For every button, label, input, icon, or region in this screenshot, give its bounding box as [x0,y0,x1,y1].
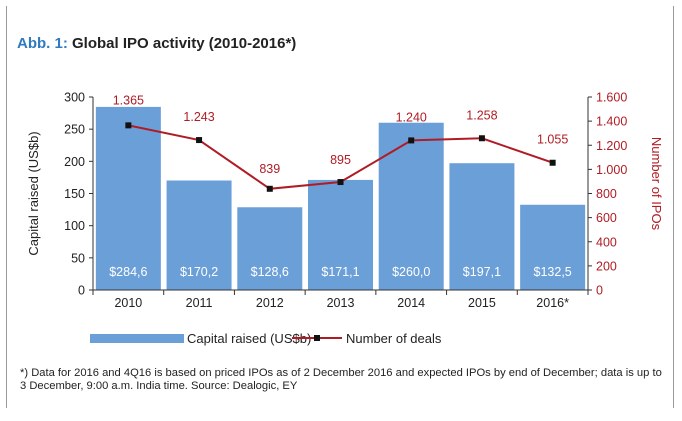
right-tick-label: 600 [596,211,617,225]
labels-layer: $284,6 2010 $170,2 2011 $128,6 2012 $171,1 2013… [109,93,572,310]
x-tick-label: 2010 [114,296,142,310]
title-text: Global IPO activity (2010-2016*) [67,35,297,52]
ipo-chart: 0 50 100 150 200 250 300 0 200 400 600 800 1.000 1.20… [26,91,664,347]
deals-value-label: 1.258 [466,108,497,122]
bar-value-label: $170,2 [180,265,218,279]
legend-line-label: Number of deals [346,331,442,346]
left-tick-label: 150 [64,187,85,201]
deals-value-label: 1.240 [396,110,427,124]
bar-value-label: $128,6 [251,265,289,279]
x-tick-label: 2014 [397,296,425,310]
deals-point [266,185,273,192]
deals-point [478,135,485,142]
footnote: *) Data for 2016 and 4Q16 is based on pr… [20,367,662,392]
legend-bar-swatch [90,334,184,343]
legend-line-marker [314,335,320,341]
line-layer [125,122,556,192]
bar-value-label: $260,0 [392,265,430,279]
bar-2010 [95,106,161,290]
left-tick-label: 250 [64,123,85,137]
figure-frame [6,6,674,408]
legend: Capital raised (US$b) Number of deals [90,331,442,346]
right-tick-label: 200 [596,259,617,273]
legend-bar-label: Capital raised (US$b) [187,331,311,346]
deals-value-label: 895 [330,153,351,167]
bar-2012 [237,207,303,290]
deals-value-label: 839 [259,162,280,176]
bar-value-label: $197,1 [463,265,501,279]
right-tick-label: 400 [596,235,617,249]
deals-point [125,122,132,129]
bar-2013 [308,179,373,290]
right-tick-label: 1.600 [596,91,627,105]
bar-2011 [166,180,232,290]
right-axis-title: Number of IPOs [649,137,664,231]
x-tick-label: 2015 [468,296,496,310]
left-tick-label: 50 [71,251,85,265]
bar-value-label: $171,1 [321,265,359,279]
right-tick-label: 800 [596,187,617,201]
x-tick-label: 2013 [327,296,355,310]
deals-point [408,137,415,144]
deals-value-label: 1.365 [113,93,144,107]
axes-layer: 0 50 100 150 200 250 300 0 200 400 600 800 1.000 1.20… [26,91,664,298]
left-axis-title: Capital raised (US$b) [26,131,41,255]
x-tick-label: 2012 [256,296,284,310]
deals-value-label: 1.055 [537,133,568,147]
bar-value-label: $284,6 [109,265,147,279]
bar-2014 [378,122,444,290]
left-tick-label: 200 [64,155,85,169]
bars-layer [95,106,586,290]
right-tick-label: 1.000 [596,163,627,177]
left-tick-label: 300 [64,91,85,105]
right-tick-label: 1.400 [596,115,627,129]
right-tick-label: 1.200 [596,139,627,153]
left-tick-label: 0 [78,284,85,298]
x-tick-label: 2016* [536,296,569,310]
bar-value-label: $132,5 [534,265,572,279]
bar-2015 [449,163,515,290]
bar-2016 [520,204,586,290]
chart-title: Abb. 1: Global IPO activity (2010-2016*) [17,35,296,52]
x-tick-label: 2011 [186,296,213,310]
right-tick-label: 0 [596,284,603,298]
deals-point [549,159,556,166]
deals-value-label: 1.243 [183,110,214,124]
left-tick-label: 100 [64,219,85,233]
deals-point [337,179,344,186]
title-prefix: Abb. 1: [17,35,68,52]
deals-point [196,137,203,144]
